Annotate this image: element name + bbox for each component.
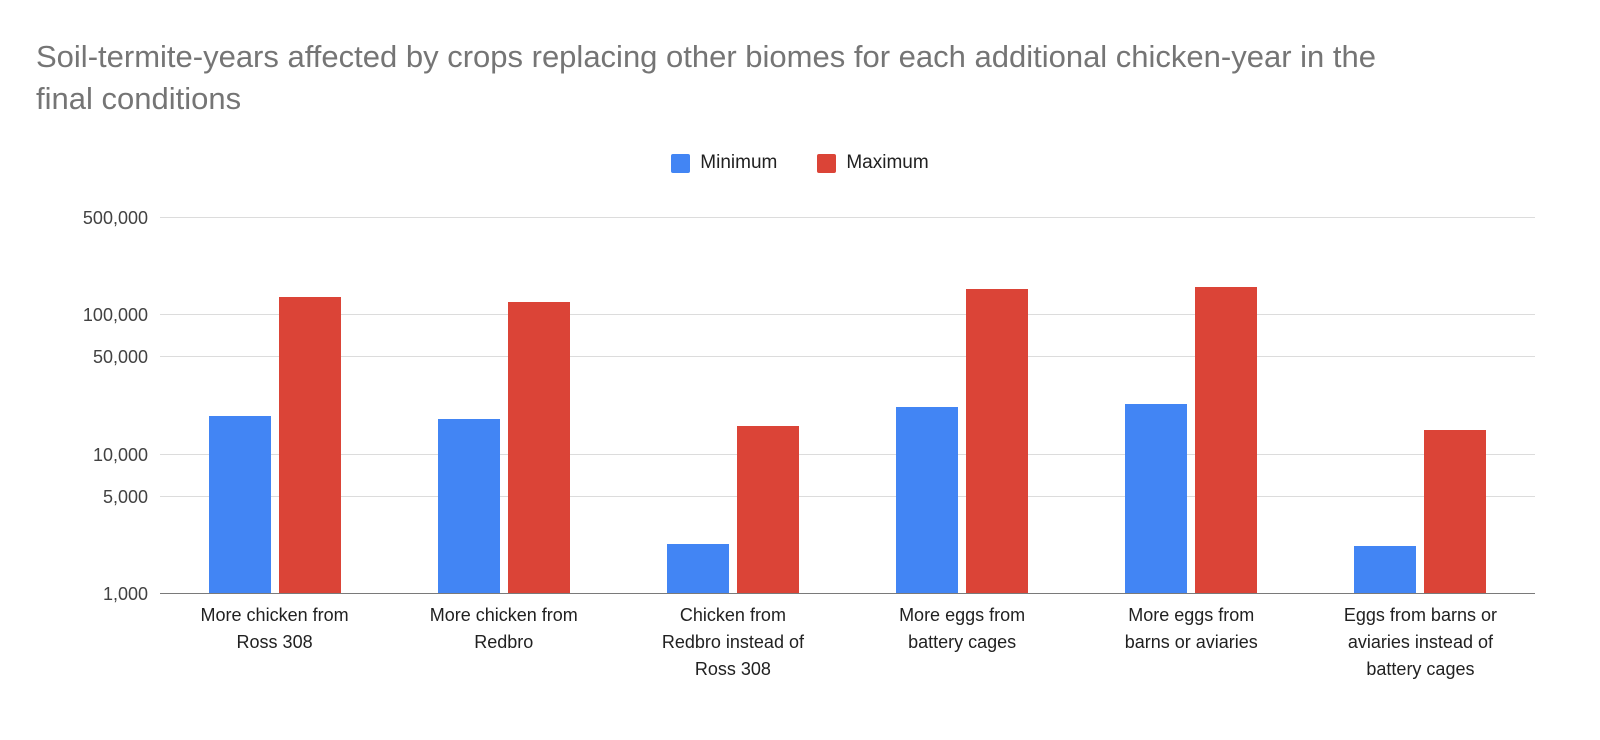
- bar-maximum: [507, 301, 570, 594]
- y-axis: 1,000 5,000 10,000 50,000 100,000 500,000: [0, 206, 148, 604]
- category-label-text: Chicken from Redbro instead of Ross 308: [661, 605, 804, 679]
- bar-group: [389, 206, 618, 594]
- bar-minimum: [208, 415, 271, 594]
- y-tick-label: 100,000: [82, 305, 148, 326]
- category-label: Chicken from Redbro instead of Ross 308: [618, 602, 847, 683]
- chart-title: Soil-termite-years affected by crops rep…: [36, 39, 1376, 116]
- bar-maximum: [736, 426, 799, 594]
- bar-maximum: [278, 297, 341, 594]
- x-axis-category-labels: More chicken from Ross 308 More chicken f…: [160, 602, 1535, 683]
- legend-item-maximum: Maximum: [817, 152, 929, 174]
- category-label-text: More eggs from battery cages: [899, 605, 1026, 652]
- gridline: [160, 453, 1535, 455]
- bar-maximum: [1424, 430, 1487, 594]
- gridline: [160, 314, 1535, 316]
- x-axis-baseline: [160, 593, 1535, 594]
- bar-minimum: [437, 419, 500, 594]
- bar-groups: [160, 206, 1535, 594]
- legend-label-maximum: Maximum: [846, 152, 929, 173]
- minimum-swatch-icon: [671, 153, 691, 173]
- category-label-text: Eggs from barns or aviaries instead of b…: [1343, 605, 1497, 679]
- legend-item-minimum: Minimum: [671, 152, 777, 174]
- bar-minimum: [666, 543, 729, 594]
- category-label: More chicken from Redbro: [389, 602, 618, 683]
- bar-minimum: [1354, 546, 1417, 594]
- bar-group: [848, 206, 1077, 594]
- maximum-swatch-icon: [817, 153, 837, 173]
- category-label: More chicken from Ross 308: [160, 602, 389, 683]
- category-label-text: More chicken from Redbro: [429, 605, 578, 652]
- bar-maximum: [966, 288, 1029, 594]
- category-label: Eggs from barns or aviaries instead of b…: [1306, 602, 1535, 683]
- category-label-text: More eggs from barns or aviaries: [1124, 605, 1258, 652]
- bar-group: [1077, 206, 1306, 594]
- y-tick-label: 500,000: [82, 208, 148, 228]
- legend: Minimum Maximum: [0, 152, 1600, 174]
- gridline: [160, 217, 1535, 218]
- bar-maximum: [1195, 286, 1258, 594]
- gridline: [160, 356, 1535, 358]
- y-tick-label: 5,000: [102, 486, 148, 507]
- category-label: More eggs from battery cages: [848, 602, 1077, 683]
- y-tick-label: 1,000: [102, 584, 148, 604]
- bar-minimum: [1125, 404, 1188, 594]
- gridline: [160, 495, 1535, 497]
- bar-group: [618, 206, 847, 594]
- bar-minimum: [896, 406, 959, 594]
- y-tick-label: 10,000: [92, 444, 148, 465]
- plot-area: [160, 206, 1535, 594]
- bar-group: [160, 206, 389, 594]
- category-label: More eggs from barns or aviaries: [1077, 602, 1306, 683]
- bar-group: [1306, 206, 1535, 594]
- category-label-text: More chicken from Ross 308: [200, 605, 349, 652]
- legend-label-minimum: Minimum: [700, 152, 778, 173]
- y-tick-label: 50,000: [92, 347, 148, 368]
